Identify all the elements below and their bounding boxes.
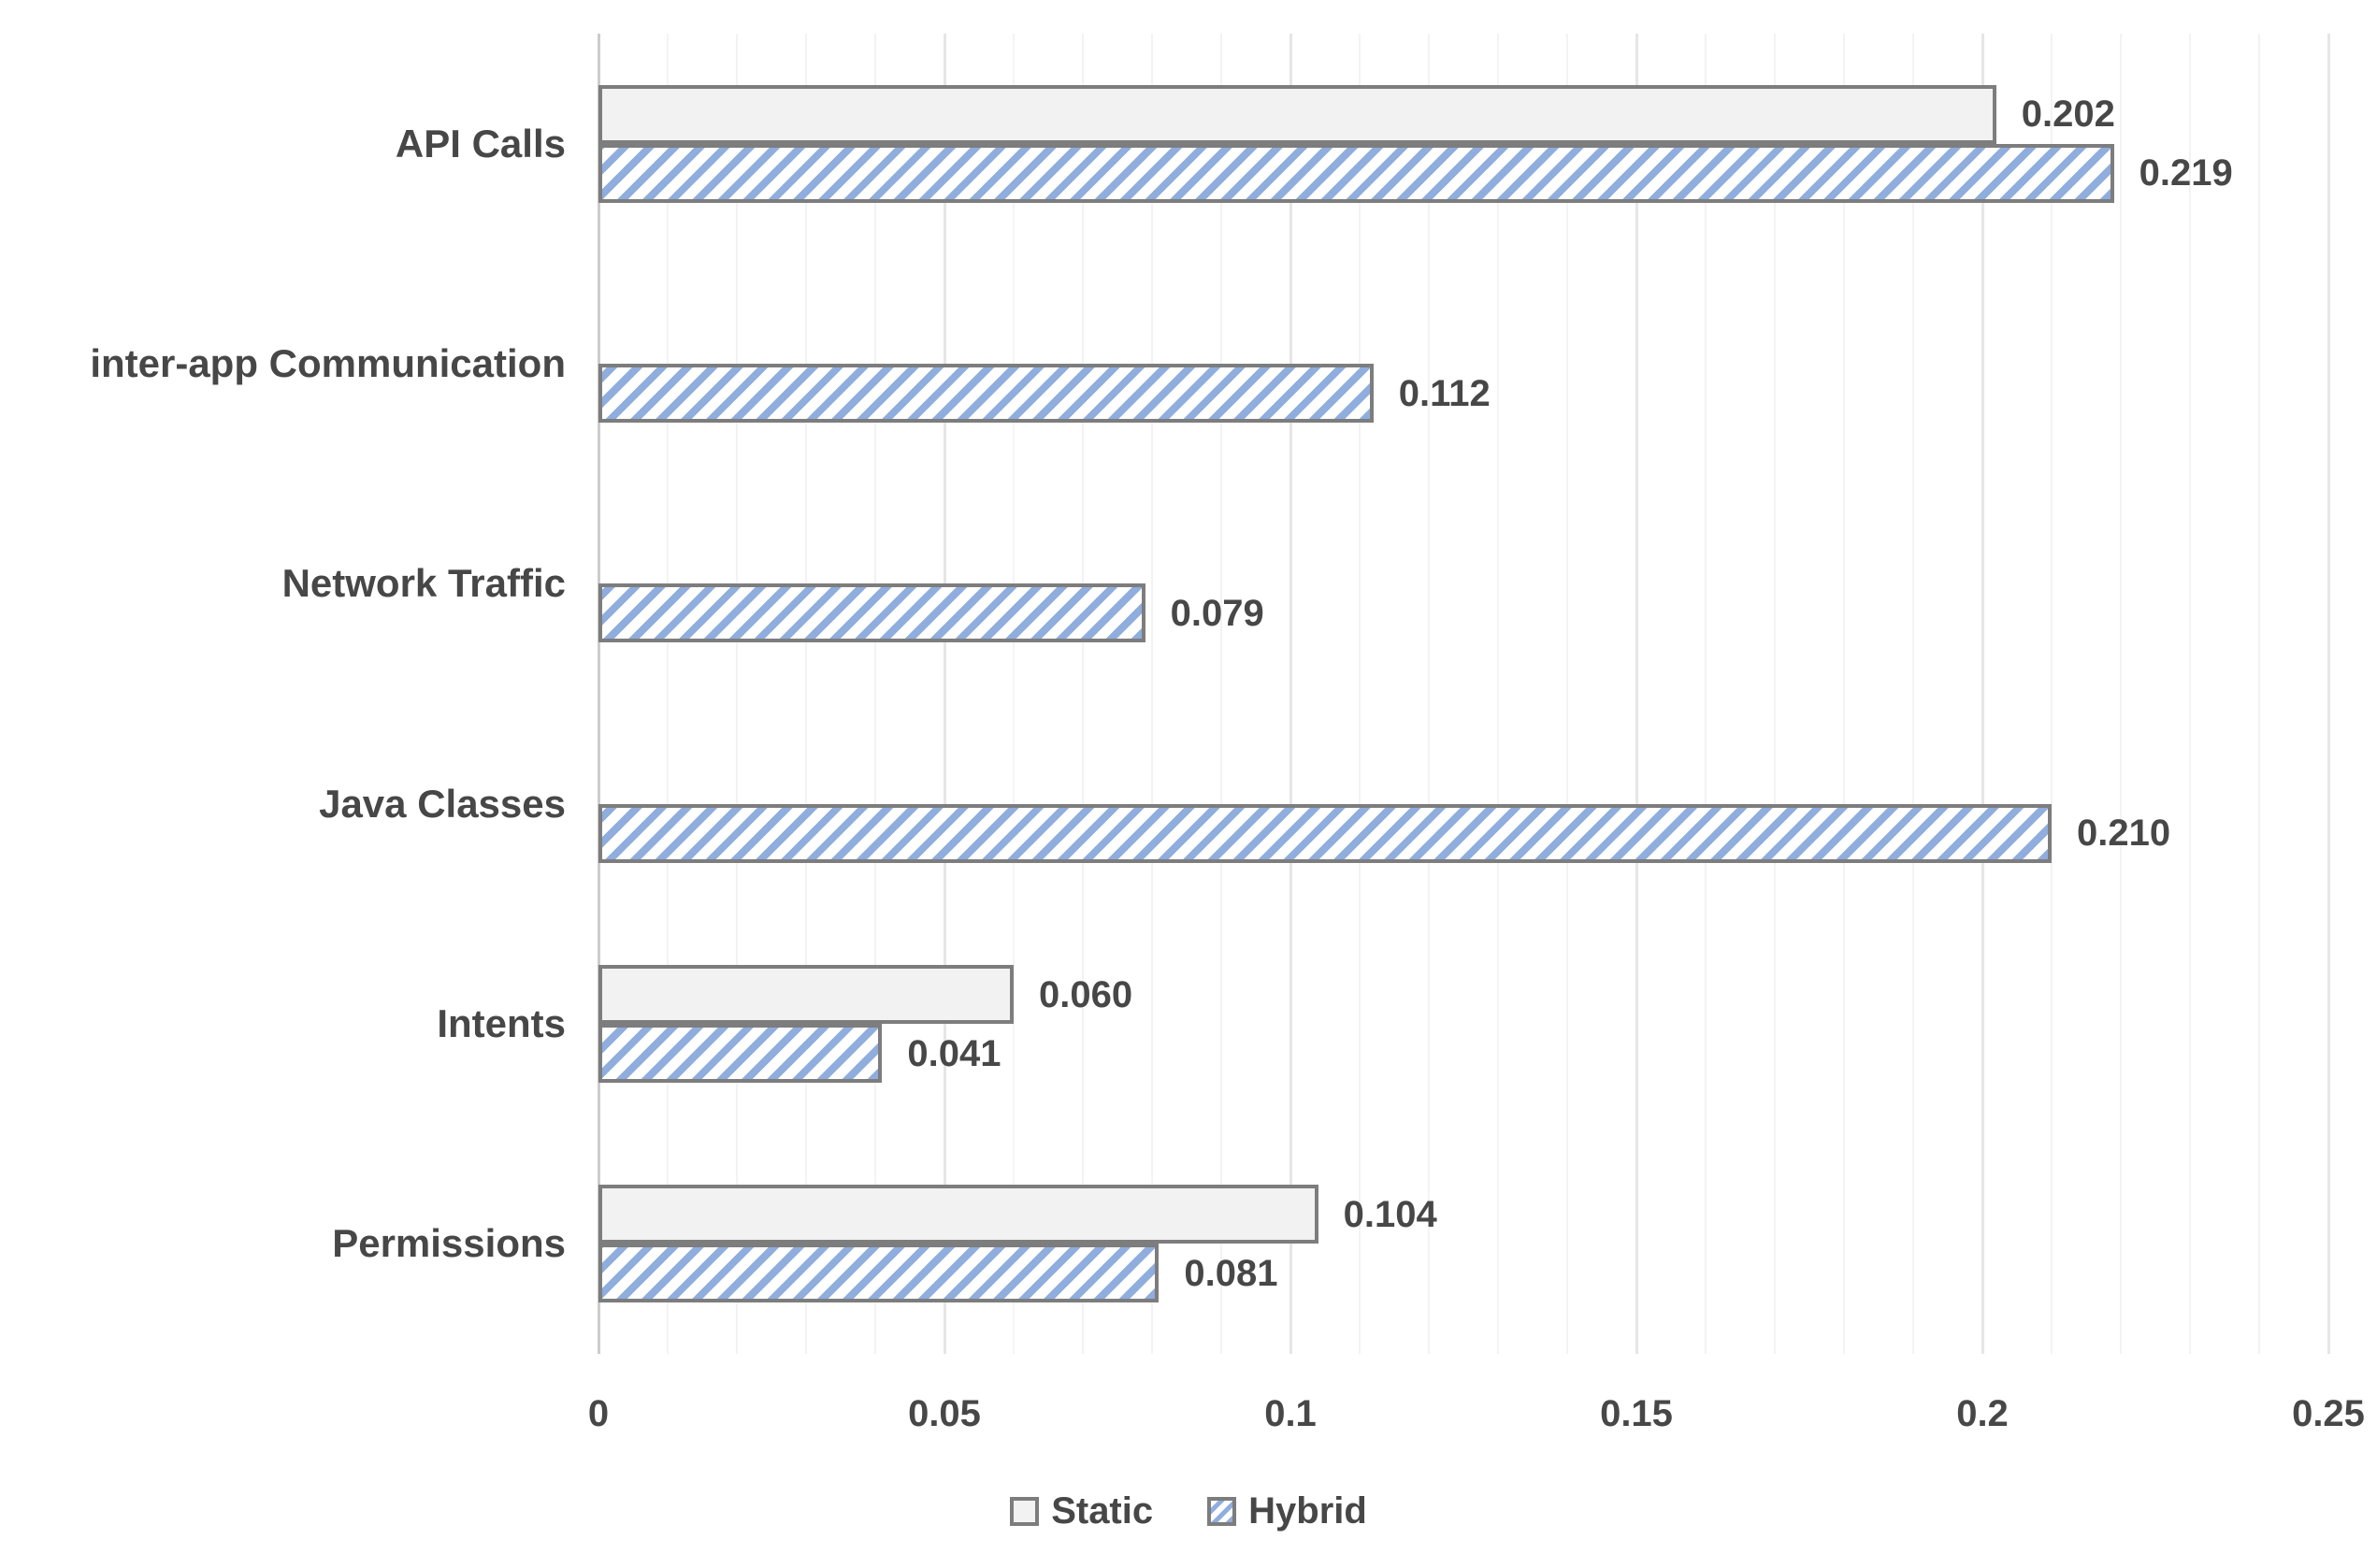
legend-item-static: Static <box>1010 1492 1153 1530</box>
legend: Static Hybrid <box>0 1492 2377 1530</box>
bar-hybrid-java-classes <box>598 803 2052 863</box>
gridline-major <box>2327 34 2330 1354</box>
gridline-minor <box>2258 34 2260 1354</box>
value-label-hybrid-java-classes: 0.210 <box>2077 813 2171 855</box>
category-label-inter-app-communication: inter-app Communication <box>90 340 566 385</box>
gridline-minor <box>1566 34 1568 1354</box>
gridline-minor <box>1497 34 1499 1354</box>
category-label-api-calls: API Calls <box>395 121 566 165</box>
category-label-java-classes: Java Classes <box>319 781 566 826</box>
gridline-minor <box>667 34 669 1354</box>
x-tick-label-0-05: 0.05 <box>908 1393 981 1434</box>
legend-swatch-static-icon <box>1010 1496 1040 1526</box>
x-tick-label-0-25: 0.25 <box>2292 1393 2365 1434</box>
x-tick-label-0-1: 0.1 <box>1264 1393 1317 1434</box>
bar-static-api-calls <box>598 84 1996 144</box>
value-label-hybrid-api-calls: 0.219 <box>2139 152 2233 194</box>
gridline-major <box>944 34 946 1354</box>
gridline-minor <box>874 34 876 1354</box>
gridline-minor <box>2189 34 2191 1354</box>
gridline-minor <box>1220 34 1222 1354</box>
gridline-minor <box>1774 34 1776 1354</box>
gridline-minor <box>1082 34 1084 1354</box>
gridline-minor <box>1151 34 1153 1354</box>
legend-item-hybrid: Hybrid <box>1207 1492 1367 1530</box>
bar-hybrid-network-traffic <box>598 583 1145 643</box>
legend-swatch-hybrid-icon <box>1207 1496 1237 1526</box>
bar-hybrid-intents <box>598 1024 883 1083</box>
value-label-hybrid-permissions: 0.081 <box>1184 1252 1278 1294</box>
gridline-minor <box>2120 34 2122 1354</box>
gridline-major <box>1981 34 1984 1354</box>
x-tick-label-0-2: 0.2 <box>1956 1393 2009 1434</box>
x-tick-label-0: 0 <box>587 1393 610 1434</box>
bar-hybrid-permissions <box>598 1244 1160 1303</box>
value-label-hybrid-network-traffic: 0.079 <box>1170 592 1264 634</box>
category-label-network-traffic: Network Traffic <box>281 561 566 606</box>
gridline-minor <box>1359 34 1361 1354</box>
plot-area <box>598 34 2330 1354</box>
gridline-minor <box>1843 34 1845 1354</box>
y-axis-line <box>598 34 600 1354</box>
value-label-hybrid-intents: 0.041 <box>907 1032 1001 1074</box>
value-label-hybrid-inter-app-communication: 0.112 <box>1398 372 1491 414</box>
gridline-minor <box>1705 34 1707 1354</box>
category-label-intents: Intents <box>437 1000 566 1045</box>
gridline-minor <box>805 34 807 1354</box>
value-label-static-permissions: 0.104 <box>1343 1193 1437 1235</box>
gridline-minor <box>1013 34 1015 1354</box>
x-tick-label-0-15: 0.15 <box>1600 1393 1673 1434</box>
legend-label-hybrid: Hybrid <box>1248 1490 1367 1532</box>
gridline-minor <box>736 34 738 1354</box>
gridline-minor <box>2051 34 2053 1354</box>
value-label-static-intents: 0.060 <box>1039 973 1133 1015</box>
category-label-permissions: Permissions <box>332 1221 566 1266</box>
bar-static-intents <box>598 965 1014 1024</box>
gridline-minor <box>1912 34 1914 1354</box>
value-label-static-api-calls: 0.202 <box>2021 94 2115 136</box>
bar-hybrid-api-calls <box>598 143 2114 203</box>
gridline-major <box>1289 34 1292 1354</box>
gridline-minor <box>1428 34 1430 1354</box>
legend-label-static: Static <box>1051 1490 1154 1532</box>
bar-static-permissions <box>598 1185 1318 1244</box>
gridline-major <box>1635 34 1638 1354</box>
bar-hybrid-inter-app-communication <box>598 364 1374 423</box>
